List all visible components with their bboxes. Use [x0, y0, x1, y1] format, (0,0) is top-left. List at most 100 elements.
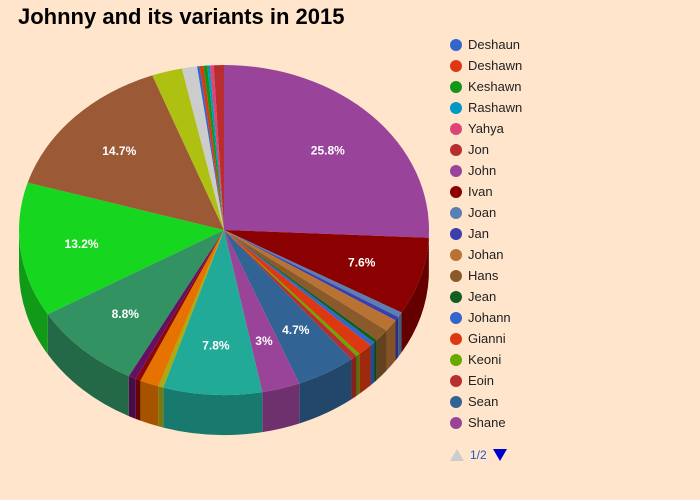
pie-side-juan	[158, 386, 164, 428]
legend-label: Ivan	[468, 184, 493, 199]
pie-slice-johannes[interactable]	[19, 182, 225, 315]
legend-label: Jean	[468, 289, 497, 304]
legend-label: Gianni	[468, 331, 506, 346]
slice-label-ivan: 7.6%	[348, 256, 376, 270]
legend-item-johan[interactable]: Johan	[450, 244, 690, 265]
legend-swatch-icon	[450, 353, 462, 366]
legend-item-keoni[interactable]: Keoni	[450, 349, 690, 370]
legend-item-deshaun[interactable]: Deshaun	[450, 34, 690, 55]
pie-side-jovan	[163, 387, 263, 435]
legend-item-jean[interactable]: Jean	[450, 286, 690, 307]
legend-label: John	[468, 163, 497, 178]
pie-slice-keshawn[interactable]	[203, 65, 224, 230]
legend-label: Joan	[468, 205, 497, 220]
legend-page-indicator: 1/2	[470, 448, 487, 462]
pie-slice-janek[interactable]	[128, 230, 224, 379]
legend-swatch-icon	[450, 332, 462, 345]
pie-slice-yahya[interactable]	[209, 65, 224, 230]
legend-item-sean[interactable]: Sean	[450, 391, 690, 412]
legend-label: Johann	[468, 310, 511, 325]
pager-up-icon[interactable]	[450, 449, 464, 461]
pie-side-gianni	[359, 345, 371, 394]
legend-swatch-icon	[450, 416, 462, 429]
pie-side-jonas	[140, 380, 159, 427]
legend-swatch-icon	[450, 59, 462, 72]
legend-item-yahya[interactable]: Yahya	[450, 118, 690, 139]
pie-side-eoin	[351, 355, 357, 400]
pie-slice-j-n[interactable]	[181, 66, 224, 230]
legend-swatch-icon	[450, 290, 462, 303]
legend-item-deshawn[interactable]: Deshawn	[450, 55, 690, 76]
legend-item-hans[interactable]: Hans	[450, 265, 690, 286]
pie-slice-hans[interactable]	[224, 230, 387, 341]
pie-slice-johan[interactable]	[224, 230, 396, 331]
pie-slice-joan[interactable]	[224, 230, 402, 317]
legend-swatch-icon	[450, 374, 462, 387]
pie-slice-jon[interactable]	[213, 65, 224, 230]
legend-label: Deshawn	[468, 58, 523, 73]
legend-pager: 1/2	[450, 448, 507, 462]
legend-swatch-icon	[450, 80, 462, 93]
pie-labels: 25.8% 7.6% 4.7% 3% 7.8% 8.8% 13.2% 14.7%	[65, 143, 376, 352]
pie-slice-shane[interactable]	[224, 230, 300, 393]
pie-slice-giovanni[interactable]	[27, 75, 224, 230]
legend-swatch-icon	[450, 185, 462, 198]
legend-item-joan[interactable]: Joan	[450, 202, 690, 223]
pie-slice-ivan[interactable]	[224, 230, 429, 313]
legend-swatch-icon	[450, 122, 462, 135]
pie-slice-ian[interactable]	[135, 230, 224, 381]
pager-down-icon[interactable]	[492, 449, 507, 461]
legend-item-keshawn[interactable]: Keshawn	[450, 76, 690, 97]
pie-slice-jon-y[interactable]	[152, 68, 224, 230]
pie-slice-johann[interactable]	[224, 230, 375, 346]
pie-sides	[19, 230, 429, 435]
legend-swatch-icon	[450, 143, 462, 156]
legend-item-johann[interactable]: Johann	[450, 307, 690, 328]
slice-label-jovan: 7.8%	[202, 338, 230, 352]
legend-swatch-icon	[450, 206, 462, 219]
legend-swatch-icon	[450, 269, 462, 282]
pie-slice-sean[interactable]	[224, 230, 352, 384]
slice-label-jens: 8.8%	[112, 307, 140, 321]
pie-slice-juan[interactable]	[158, 230, 224, 388]
legend-item-rashawn[interactable]: Rashawn	[450, 97, 690, 118]
legend-swatch-icon	[450, 227, 462, 240]
pie-side-janek	[128, 376, 136, 419]
pie-slice-rashawn[interactable]	[207, 65, 224, 230]
legend-item-jan[interactable]: Jan	[450, 223, 690, 244]
legend-swatch-icon	[450, 38, 462, 51]
legend-label: Sean	[468, 394, 499, 409]
legend-label: Johan	[468, 247, 504, 262]
pie-slice-jean[interactable]	[224, 230, 377, 343]
pie-side-joan	[398, 312, 402, 357]
pie-side-sean	[299, 359, 352, 424]
pie-side-jens	[47, 314, 129, 417]
slice-label-john: 25.8%	[311, 143, 345, 157]
pie-slice-jonas[interactable]	[140, 230, 224, 387]
pie-slice-gianni[interactable]	[224, 230, 371, 354]
pie-slice-keoni[interactable]	[224, 230, 360, 356]
legend-label: Keshawn	[468, 79, 522, 94]
pie-slice-deshawn[interactable]	[199, 65, 224, 230]
pie-side-keoni	[356, 353, 360, 396]
legend-item-shane[interactable]: Shane	[450, 412, 690, 433]
pie-slice-eoin[interactable]	[224, 230, 357, 360]
pie-slice-jens[interactable]	[47, 230, 224, 377]
pie-slice-jovan[interactable]	[163, 230, 263, 396]
pie-slice-john[interactable]	[224, 65, 429, 238]
chart-title: Johnny and its variants in 2015	[18, 4, 345, 29]
slice-label-sean: 4.7%	[282, 323, 310, 337]
legend-item-eoin[interactable]: Eoin	[450, 370, 690, 391]
slice-label-giovanni: 14.7%	[102, 144, 136, 158]
legend-item-ivan[interactable]: Ivan	[450, 181, 690, 202]
legend-item-gianni[interactable]: Gianni	[450, 328, 690, 349]
legend-item-john[interactable]: John	[450, 160, 690, 181]
pie-slice-jan[interactable]	[224, 230, 399, 321]
pie-slice-deshaun[interactable]	[197, 66, 224, 230]
legend-label: Keoni	[468, 352, 502, 367]
legend-label: Yahya	[468, 121, 504, 136]
legend-item-jon[interactable]: Jon	[450, 139, 690, 160]
pie-side-johannes	[19, 230, 48, 355]
pie-side-johan	[386, 320, 396, 371]
